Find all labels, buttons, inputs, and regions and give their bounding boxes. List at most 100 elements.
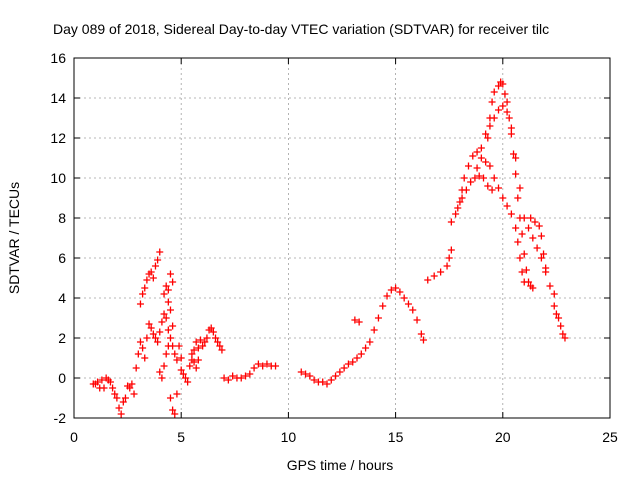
data-point bbox=[151, 262, 159, 270]
data-point bbox=[156, 248, 164, 256]
data-point bbox=[160, 362, 168, 370]
data-point bbox=[525, 224, 533, 232]
y-tick-label: 6 bbox=[58, 250, 66, 266]
data-points bbox=[89, 78, 569, 418]
y-tick-label: 8 bbox=[58, 210, 66, 226]
data-point bbox=[499, 102, 507, 110]
data-point bbox=[306, 372, 314, 380]
data-point bbox=[156, 328, 164, 336]
data-point bbox=[212, 334, 220, 342]
data-point bbox=[147, 268, 155, 276]
data-point bbox=[136, 338, 144, 346]
data-point bbox=[190, 346, 198, 354]
data-point bbox=[550, 302, 558, 310]
data-point bbox=[224, 376, 232, 384]
data-point bbox=[143, 276, 151, 284]
data-point bbox=[499, 194, 507, 202]
data-point bbox=[246, 370, 254, 378]
data-point bbox=[111, 390, 119, 398]
data-point bbox=[349, 358, 357, 366]
data-point bbox=[164, 342, 172, 350]
y-tick-label: 16 bbox=[50, 50, 66, 66]
data-point bbox=[272, 362, 280, 370]
data-point bbox=[507, 210, 515, 218]
data-point bbox=[516, 214, 524, 222]
data-point bbox=[351, 316, 359, 324]
data-point bbox=[383, 292, 391, 300]
data-point bbox=[542, 264, 550, 272]
data-point bbox=[495, 106, 503, 114]
data-point bbox=[332, 372, 340, 380]
data-point bbox=[503, 108, 511, 116]
data-point bbox=[473, 164, 481, 172]
data-point bbox=[473, 148, 481, 156]
data-point bbox=[336, 368, 344, 376]
data-point bbox=[126, 384, 134, 392]
data-point bbox=[139, 344, 147, 352]
data-point bbox=[162, 314, 170, 322]
data-point bbox=[177, 366, 185, 374]
data-point bbox=[297, 368, 305, 376]
data-point bbox=[557, 322, 565, 330]
data-point bbox=[409, 306, 417, 314]
data-point bbox=[370, 326, 378, 334]
data-point bbox=[162, 350, 170, 358]
data-point bbox=[188, 350, 196, 358]
data-point bbox=[507, 130, 515, 138]
data-point bbox=[145, 320, 153, 328]
data-point bbox=[392, 284, 400, 292]
data-point bbox=[302, 370, 310, 378]
y-tick-label: 10 bbox=[50, 170, 66, 186]
data-point bbox=[160, 290, 168, 298]
data-point bbox=[121, 394, 129, 402]
data-point bbox=[525, 278, 533, 286]
data-point bbox=[537, 254, 545, 262]
x-axis-label: GPS time / hours bbox=[287, 457, 394, 473]
data-point bbox=[220, 374, 228, 382]
data-point bbox=[194, 356, 202, 364]
data-point bbox=[447, 246, 455, 254]
y-tick-label: -2 bbox=[54, 410, 67, 426]
data-point bbox=[149, 330, 157, 338]
data-point bbox=[467, 178, 475, 186]
data-point bbox=[181, 374, 189, 382]
data-point bbox=[164, 286, 172, 294]
data-point bbox=[147, 324, 155, 332]
data-point bbox=[94, 378, 102, 386]
data-point bbox=[169, 406, 177, 414]
data-point bbox=[527, 214, 535, 222]
data-point bbox=[139, 290, 147, 298]
data-point bbox=[128, 380, 136, 388]
data-point bbox=[475, 172, 483, 180]
data-point bbox=[186, 362, 194, 370]
data-point bbox=[520, 250, 528, 258]
y-tick-label: 14 bbox=[50, 90, 66, 106]
data-point bbox=[480, 174, 488, 182]
data-point bbox=[199, 342, 207, 350]
data-point bbox=[154, 256, 162, 264]
data-point bbox=[477, 144, 485, 152]
y-tick-label: 4 bbox=[58, 290, 66, 306]
x-tick-label: 25 bbox=[602, 429, 618, 445]
data-point bbox=[374, 314, 382, 322]
data-point bbox=[169, 278, 177, 286]
data-point bbox=[533, 244, 541, 252]
data-point bbox=[355, 318, 363, 326]
data-point bbox=[166, 394, 174, 402]
data-point bbox=[100, 384, 108, 392]
data-point bbox=[454, 204, 462, 212]
data-point bbox=[488, 186, 496, 194]
data-point bbox=[357, 350, 365, 358]
data-point bbox=[559, 330, 567, 338]
data-point bbox=[196, 336, 204, 344]
data-point bbox=[387, 286, 395, 294]
x-tick-label: 5 bbox=[177, 429, 185, 445]
data-point bbox=[158, 374, 166, 382]
data-point bbox=[190, 358, 198, 366]
data-point bbox=[134, 350, 142, 358]
data-point bbox=[550, 290, 558, 298]
data-point bbox=[471, 174, 479, 182]
data-point bbox=[173, 390, 181, 398]
data-point bbox=[254, 360, 262, 368]
data-point bbox=[263, 360, 271, 368]
